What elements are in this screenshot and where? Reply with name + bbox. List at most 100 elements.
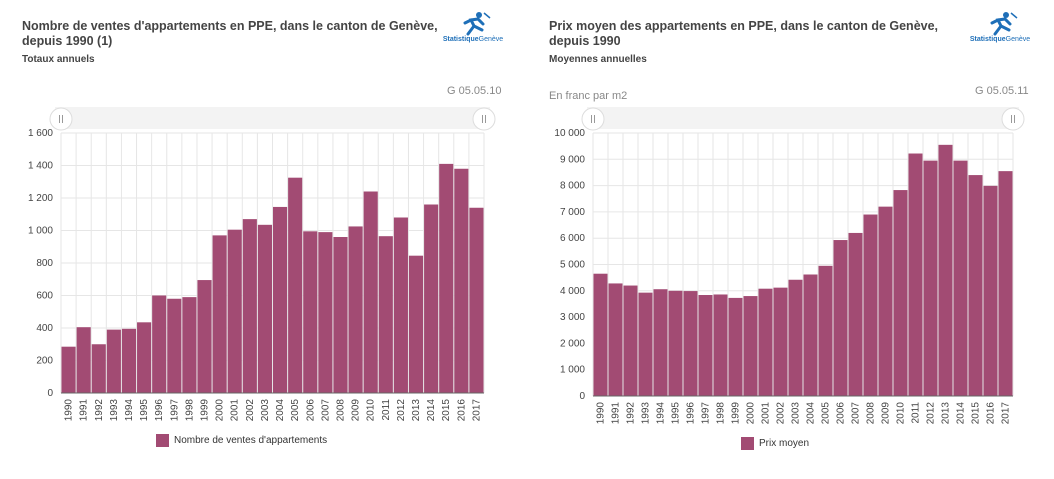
x-tick-label: 2013 <box>411 399 422 422</box>
bar[interactable] <box>333 237 348 393</box>
bar[interactable] <box>983 185 998 396</box>
x-tick-label: 2006 <box>836 402 847 425</box>
y-tick-label: 3 000 <box>560 312 585 323</box>
logo-text: StatistiqueGenève <box>442 36 504 43</box>
bar[interactable] <box>303 231 318 393</box>
bar[interactable] <box>608 283 623 396</box>
bar[interactable] <box>393 217 408 394</box>
bar[interactable] <box>623 285 638 396</box>
chart-subtitle: Moyennes annuelles <box>549 54 647 65</box>
bar[interactable] <box>773 287 788 396</box>
handle-circle[interactable] <box>49 107 73 131</box>
legend[interactable]: Prix moyen <box>741 437 809 450</box>
bar[interactable] <box>878 206 893 396</box>
bar[interactable] <box>76 327 91 393</box>
x-tick-label: 1993 <box>109 399 120 422</box>
bar[interactable] <box>318 232 333 393</box>
bar[interactable] <box>653 289 668 396</box>
bar[interactable] <box>182 297 197 393</box>
bar[interactable] <box>227 229 242 393</box>
y-tick-label: 4 000 <box>560 286 585 297</box>
y-tick-label: 1 600 <box>28 128 53 139</box>
x-tick-label: 1990 <box>64 399 75 422</box>
bar[interactable] <box>197 280 212 393</box>
scroll-handle-right-icon[interactable] <box>472 107 496 131</box>
bar[interactable] <box>137 322 152 393</box>
x-tick-label: 1998 <box>716 402 727 425</box>
bar[interactable] <box>848 232 863 396</box>
scroll-handle-left-icon[interactable] <box>49 107 73 131</box>
bar[interactable] <box>683 291 698 396</box>
handle-circle[interactable] <box>472 107 496 131</box>
bar[interactable] <box>728 297 743 396</box>
bar[interactable] <box>743 296 758 396</box>
bar[interactable] <box>378 236 393 393</box>
bar[interactable] <box>968 175 983 396</box>
bar[interactable] <box>212 235 227 393</box>
bar[interactable] <box>938 144 953 396</box>
bar[interactable] <box>668 290 683 396</box>
unit-label: En franc par m2 <box>549 90 628 102</box>
bar[interactable] <box>121 328 137 393</box>
bar[interactable] <box>953 160 968 396</box>
bar[interactable] <box>152 295 167 394</box>
y-tick-label: 8 000 <box>560 181 585 192</box>
bar[interactable] <box>242 219 257 393</box>
bar[interactable] <box>288 177 303 393</box>
bar[interactable] <box>998 171 1013 396</box>
handle-circle[interactable] <box>1001 107 1025 131</box>
y-tick-label: 10 000 <box>554 128 585 139</box>
bar[interactable] <box>713 294 728 396</box>
bar[interactable] <box>593 273 608 396</box>
bar[interactable] <box>818 265 833 396</box>
bar[interactable] <box>788 279 803 396</box>
legend[interactable]: Nombre de ventes d'appartements <box>156 434 327 447</box>
runner-logo-icon <box>463 12 491 36</box>
bar[interactable] <box>923 160 938 396</box>
bar[interactable] <box>469 207 484 393</box>
bar[interactable] <box>863 214 878 396</box>
bar[interactable] <box>91 344 106 393</box>
bar[interactable] <box>363 191 378 394</box>
scroll-handle-left-icon[interactable] <box>581 107 605 131</box>
x-tick-label: 2007 <box>320 399 331 422</box>
x-tick-label: 2003 <box>791 402 802 425</box>
bar[interactable] <box>61 346 76 393</box>
x-tick-label: 2000 <box>215 399 226 422</box>
x-tick-label: 2011 <box>911 402 922 424</box>
bar[interactable] <box>439 163 454 393</box>
bar-chart-prix: 0 1 000 2 000 3 000 4 000 5 000 6 000 7 000 8 00… <box>554 107 1025 425</box>
bar[interactable] <box>424 204 439 394</box>
x-tick-label: 2003 <box>260 399 271 422</box>
bar[interactable] <box>348 226 363 393</box>
handle-circle[interactable] <box>581 107 605 131</box>
x-tick-label: 2001 <box>761 402 772 425</box>
x-tick-label: 1990 <box>596 402 607 425</box>
bar[interactable] <box>638 292 653 396</box>
x-tick-label: 1996 <box>154 399 165 422</box>
bar[interactable] <box>893 190 908 396</box>
bar[interactable] <box>698 295 713 396</box>
bar[interactable] <box>454 168 469 393</box>
bar[interactable] <box>408 255 424 393</box>
bar[interactable] <box>273 206 288 393</box>
bar[interactable] <box>257 224 272 393</box>
scroll-handle-right-icon[interactable] <box>1001 107 1025 131</box>
y-tick-label: 200 <box>36 356 53 367</box>
y-tick-label: 800 <box>36 258 53 269</box>
x-tick-label: 1998 <box>184 399 195 422</box>
x-tick-label: 2017 <box>1001 402 1012 425</box>
statistique-geneve-logo: StatistiqueGenève <box>965 10 1035 50</box>
x-tick-label: 1997 <box>169 399 180 422</box>
legend-label: Prix moyen <box>759 438 810 449</box>
chart-panel-ventes: Nombre de ventes d'appartements en PPE, … <box>0 0 520 479</box>
bar[interactable] <box>833 240 848 396</box>
bar[interactable] <box>758 288 773 396</box>
bar[interactable] <box>908 153 923 396</box>
bar[interactable] <box>803 274 818 396</box>
x-tick-label: 2010 <box>366 399 377 422</box>
bar[interactable] <box>167 298 182 393</box>
bar[interactable] <box>106 329 121 393</box>
x-tick-label: 1992 <box>626 402 637 425</box>
x-tick-label: 1999 <box>200 399 211 422</box>
